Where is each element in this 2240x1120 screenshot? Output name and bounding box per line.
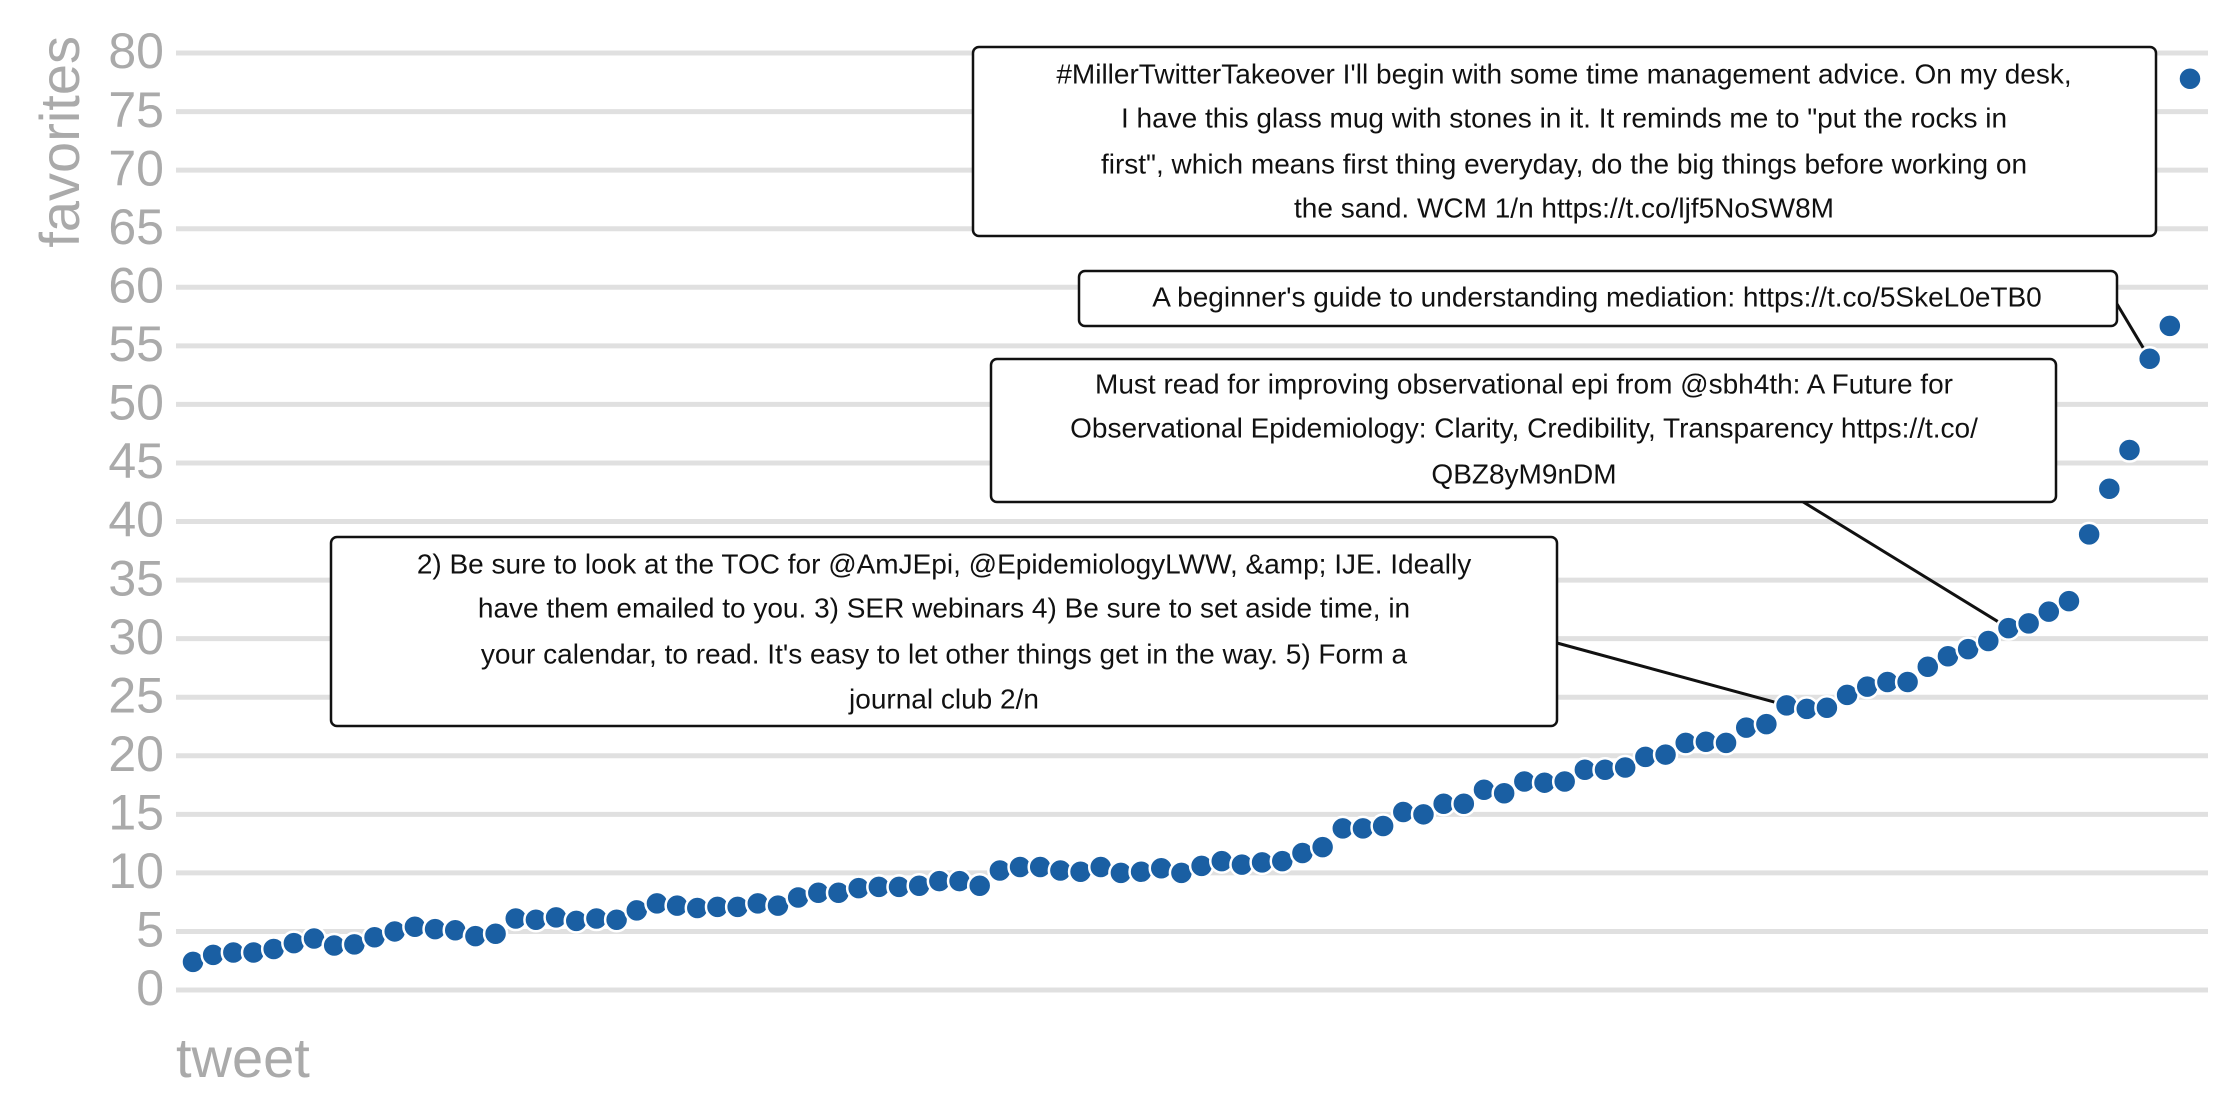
point bbox=[1612, 754, 1638, 781]
point bbox=[603, 906, 630, 933]
point bbox=[1915, 653, 1941, 680]
y-tick-label: 75 bbox=[108, 82, 164, 138]
point bbox=[1713, 730, 1739, 756]
y-tick-label: 70 bbox=[108, 140, 164, 196]
point bbox=[966, 873, 993, 899]
annotation-text: the sand. WCM 1/n https://t.co/ljf5NoSW8… bbox=[1294, 192, 1834, 223]
point bbox=[1753, 711, 1780, 737]
y-tick-label: 65 bbox=[108, 199, 164, 255]
point bbox=[1451, 791, 1477, 817]
annotation-pointer bbox=[1799, 498, 2010, 630]
point bbox=[1975, 628, 2002, 654]
annotation-text: have them emailed to you. 3) SER webinar… bbox=[478, 592, 1410, 623]
point bbox=[1814, 694, 1840, 721]
y-axis-title: favorites bbox=[28, 36, 91, 248]
annotation-text: first", which means first thing everyday… bbox=[1101, 148, 2027, 179]
point bbox=[2096, 475, 2123, 502]
point bbox=[2136, 345, 2163, 372]
y-tick-label: 60 bbox=[108, 257, 164, 313]
y-tick-label: 80 bbox=[108, 23, 164, 79]
annotation-text: your calendar, to read. It's easy to let… bbox=[481, 638, 1408, 669]
y-tick-label: 5 bbox=[136, 902, 164, 958]
annotation-text: I have this glass mug with stones in it.… bbox=[1121, 102, 2007, 133]
point bbox=[1551, 768, 1578, 795]
annotation-box bbox=[1077, 269, 2119, 328]
point bbox=[1894, 669, 1921, 695]
annotation-box bbox=[989, 357, 2058, 504]
point bbox=[2036, 598, 2062, 625]
annotation-text: Observational Epidemiology: Clarity, Cre… bbox=[1070, 412, 1978, 443]
y-tick-label: 45 bbox=[108, 433, 164, 489]
y-tick-label: 30 bbox=[108, 609, 164, 665]
point bbox=[2056, 588, 2082, 614]
point bbox=[1370, 813, 1396, 839]
annotation-text: A beginner's guide to understanding medi… bbox=[1152, 281, 2042, 312]
y-tick-label: 10 bbox=[108, 843, 164, 899]
point bbox=[2076, 521, 2102, 548]
annotation-text: QBZ8yM9nDM bbox=[1431, 458, 1616, 489]
point bbox=[2015, 610, 2042, 637]
y-tick-label: 55 bbox=[108, 316, 164, 372]
y-tick-label: 25 bbox=[108, 667, 164, 723]
y-tick-label: 35 bbox=[108, 550, 164, 606]
y-tick-label: 0 bbox=[136, 960, 164, 1016]
annotation-text: Must read for improving observational ep… bbox=[1095, 368, 1953, 399]
point bbox=[1309, 834, 1336, 860]
annotation-text: #MillerTwitterTakeover I'll begin with s… bbox=[1056, 58, 2071, 89]
point bbox=[2177, 66, 2203, 92]
x-axis-title: tweet bbox=[176, 1026, 310, 1089]
annotation-box bbox=[971, 45, 2158, 238]
y-tick-label: 15 bbox=[108, 785, 164, 841]
annotation-box bbox=[329, 535, 1559, 728]
annotation-text: 2) Be sure to look at the TOC for @AmJEp… bbox=[417, 548, 1471, 579]
y-tick-label: 20 bbox=[108, 726, 164, 782]
y-tick-label: 40 bbox=[108, 492, 164, 548]
y-tick-label: 50 bbox=[108, 375, 164, 431]
annotation-text: journal club 2/n bbox=[848, 683, 1039, 714]
point bbox=[1410, 801, 1437, 828]
annotation-pointer bbox=[1556, 641, 1787, 707]
point bbox=[1652, 741, 1679, 768]
point bbox=[2116, 437, 2143, 463]
point bbox=[2157, 313, 2183, 339]
point bbox=[1491, 780, 1517, 806]
point bbox=[482, 921, 509, 947]
